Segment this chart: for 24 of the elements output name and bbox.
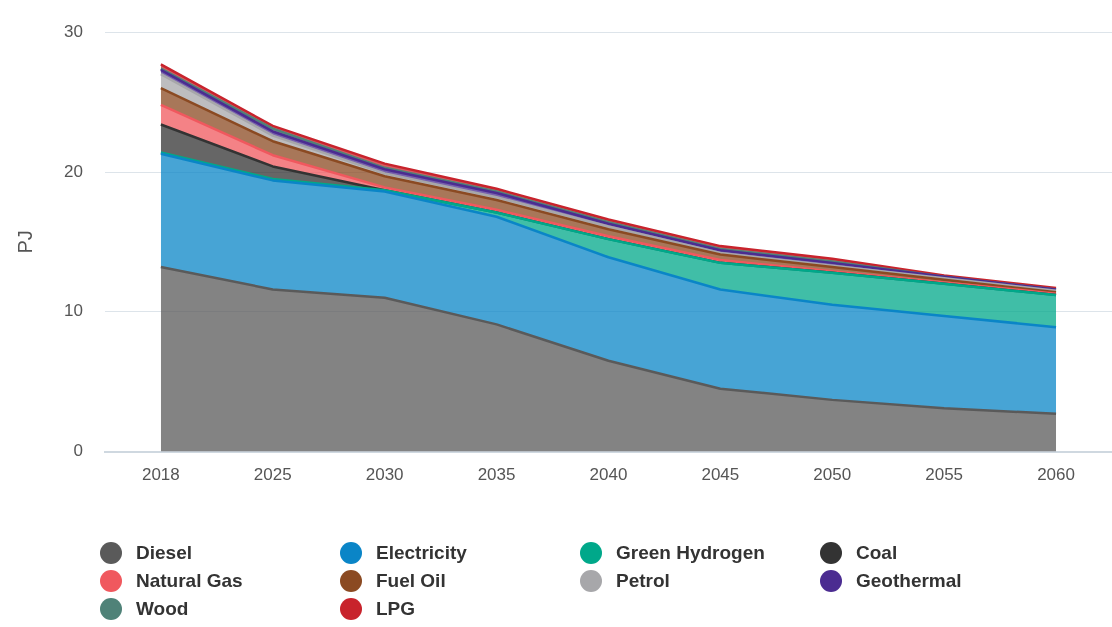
x-tick-label: 2025 [253,465,292,485]
x-tick-label: 2035 [477,465,516,485]
x-tick-label: 2040 [589,465,628,485]
legend-label: Petrol [616,570,670,592]
legend-label: LPG [376,598,416,620]
x-tick-label: 2050 [813,465,852,485]
legend-label: Fuel Oil [376,570,446,592]
legend-label: Coal [856,542,898,564]
y-tick-label: 20 [63,161,83,181]
x-tick-label: 2018 [141,465,180,485]
legend-label: Green Hydrogen [616,542,765,564]
legend-label: Wood [136,598,189,620]
x-tick-label: 2055 [925,465,964,485]
x-tick-label: 2030 [365,465,404,485]
y-tick-label: 30 [63,21,83,41]
x-tick-label: 2060 [1037,465,1075,485]
y-tick-label: 0 [73,441,83,461]
y-tick-label: 10 [63,301,83,321]
legend-label: Geothermal [856,570,962,592]
x-tick-label: 2045 [701,465,740,485]
legend-label: Diesel [136,542,192,564]
legend-label: Natural Gas [136,570,243,592]
y-axis-title: PJ [13,230,36,254]
legend-label: Electricity [376,542,467,564]
